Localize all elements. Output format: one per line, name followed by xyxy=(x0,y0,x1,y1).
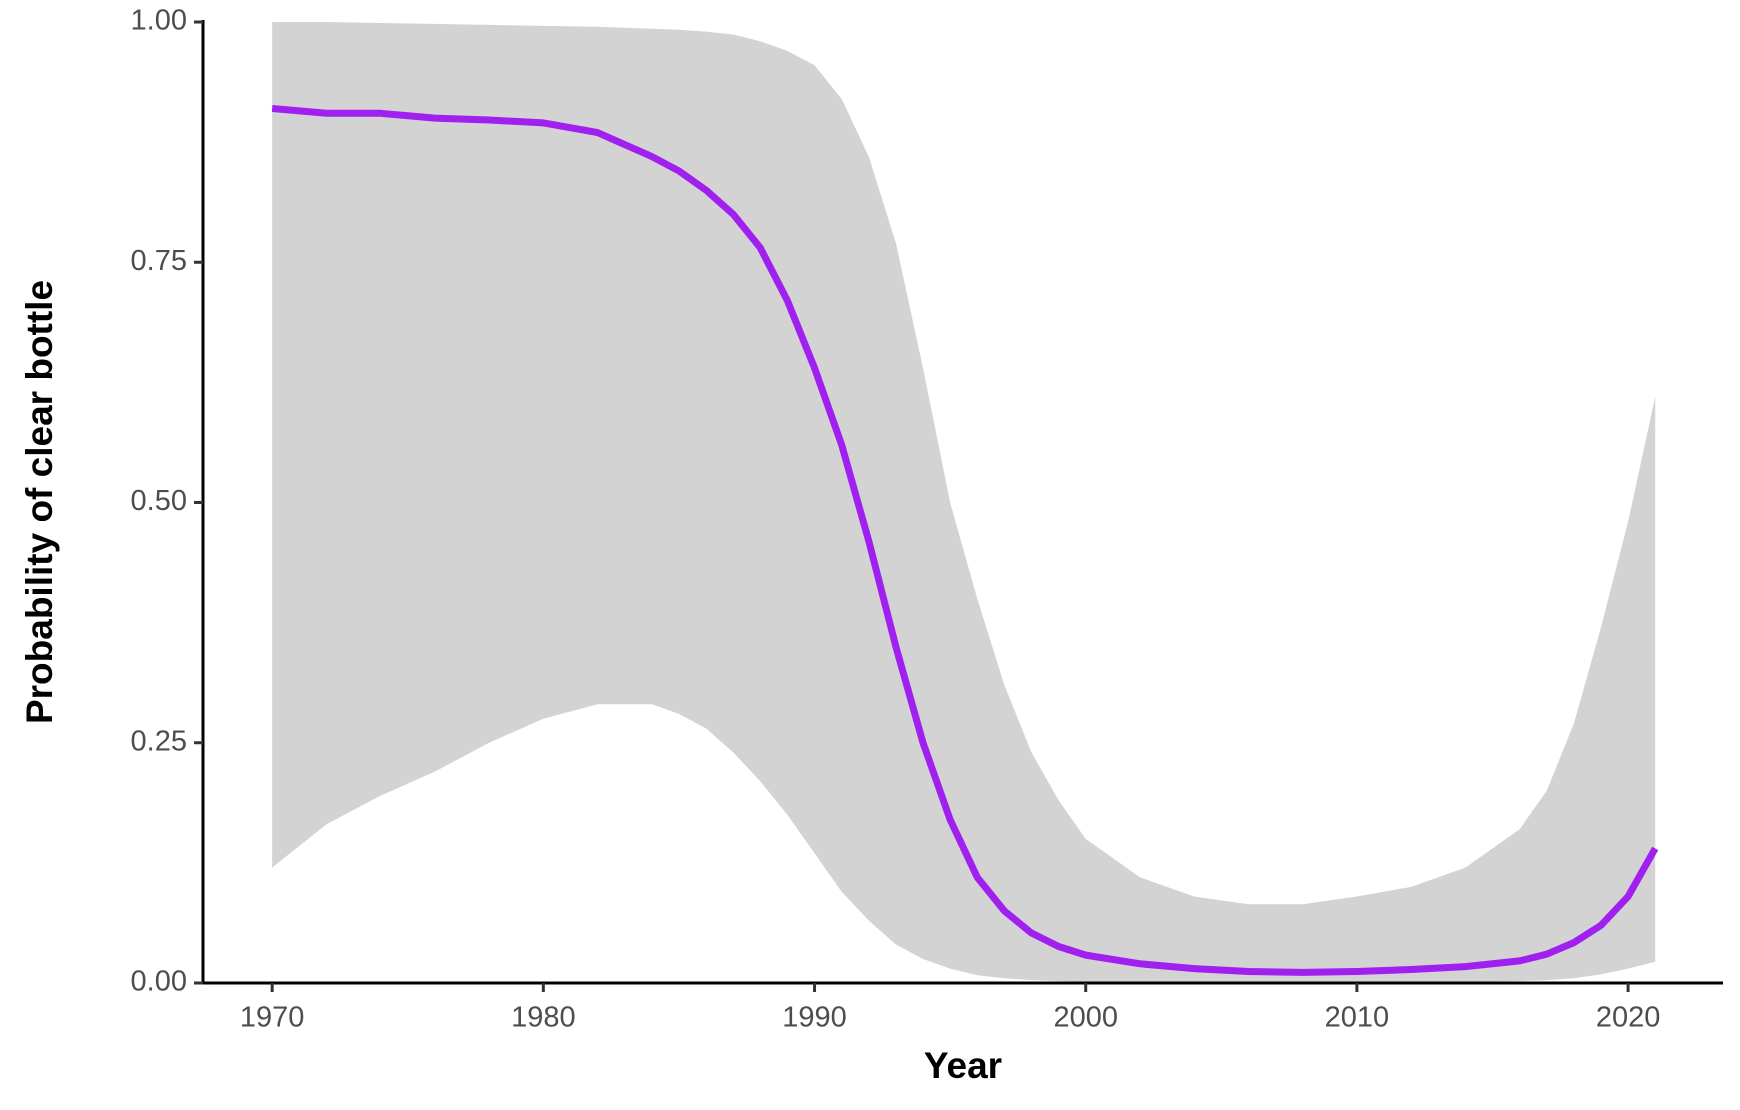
x-tick-label: 1990 xyxy=(782,1002,847,1034)
x-axis-title: Year xyxy=(924,1045,1002,1086)
line xyxy=(271,105,1659,976)
x-tick-label: 1970 xyxy=(240,1002,305,1034)
y-tick-label: 0.50 xyxy=(131,485,187,517)
x-tick-label: 2020 xyxy=(1596,1002,1661,1034)
y-axis-title: Probability of clear bottle xyxy=(19,280,60,724)
y-tick-label: 1.00 xyxy=(131,5,187,37)
y-tick-label: 0.75 xyxy=(131,245,187,277)
confidence-band xyxy=(272,22,1656,983)
x-tick-label: 1980 xyxy=(511,1002,576,1034)
y-tick-label: 0.25 xyxy=(131,725,187,757)
x-tick-label: 2000 xyxy=(1053,1002,1118,1034)
x-tick-label: 2010 xyxy=(1325,1002,1390,1034)
y-tick-label: 0.00 xyxy=(131,966,187,998)
